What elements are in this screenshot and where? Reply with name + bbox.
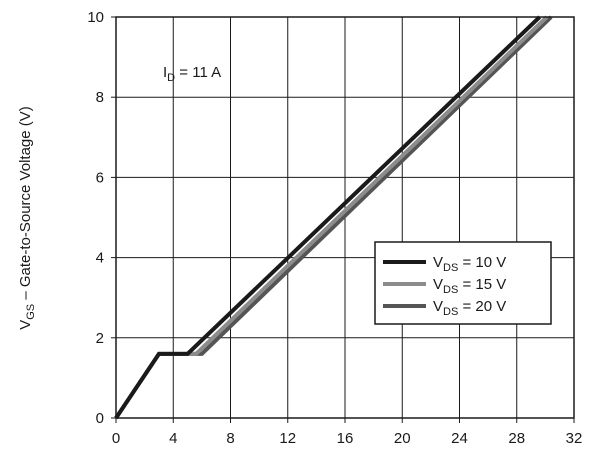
y-tick-label: 0 (96, 410, 104, 427)
legend-label-vds-15: VDS = 15 V (433, 276, 506, 296)
legend-label-vds-20: VDS = 20 V (433, 298, 506, 318)
legend-label-vds-10: VDS = 10 V (433, 254, 506, 274)
y-tick-label: 2 (96, 330, 104, 347)
annotation-drain-current: ID = 11 A (163, 64, 221, 84)
x-tick-label: 0 (112, 430, 120, 447)
y-tick-label: 8 (96, 89, 104, 106)
x-tick-label: 20 (394, 430, 411, 447)
y-tick-label: 10 (87, 9, 104, 26)
legend: VDS = 10 V VDS = 15 V VDS = 20 V (374, 241, 552, 325)
y-axis-title: VGS – Gate-to-Source Voltage (V) (17, 106, 37, 330)
x-tick-label: 28 (508, 430, 525, 447)
x-tick-label: 32 (566, 430, 583, 447)
y-tick-label: 4 (96, 250, 104, 267)
x-tick-label: 24 (451, 430, 468, 447)
series-line-vds-10 (114, 15, 542, 420)
x-tick-label: 12 (279, 430, 296, 447)
series-layer (114, 15, 553, 420)
y-tick-label: 6 (96, 169, 104, 186)
x-tick-label: 8 (226, 430, 234, 447)
x-tick-label: 4 (169, 430, 177, 447)
x-tick-label: 16 (337, 430, 354, 447)
